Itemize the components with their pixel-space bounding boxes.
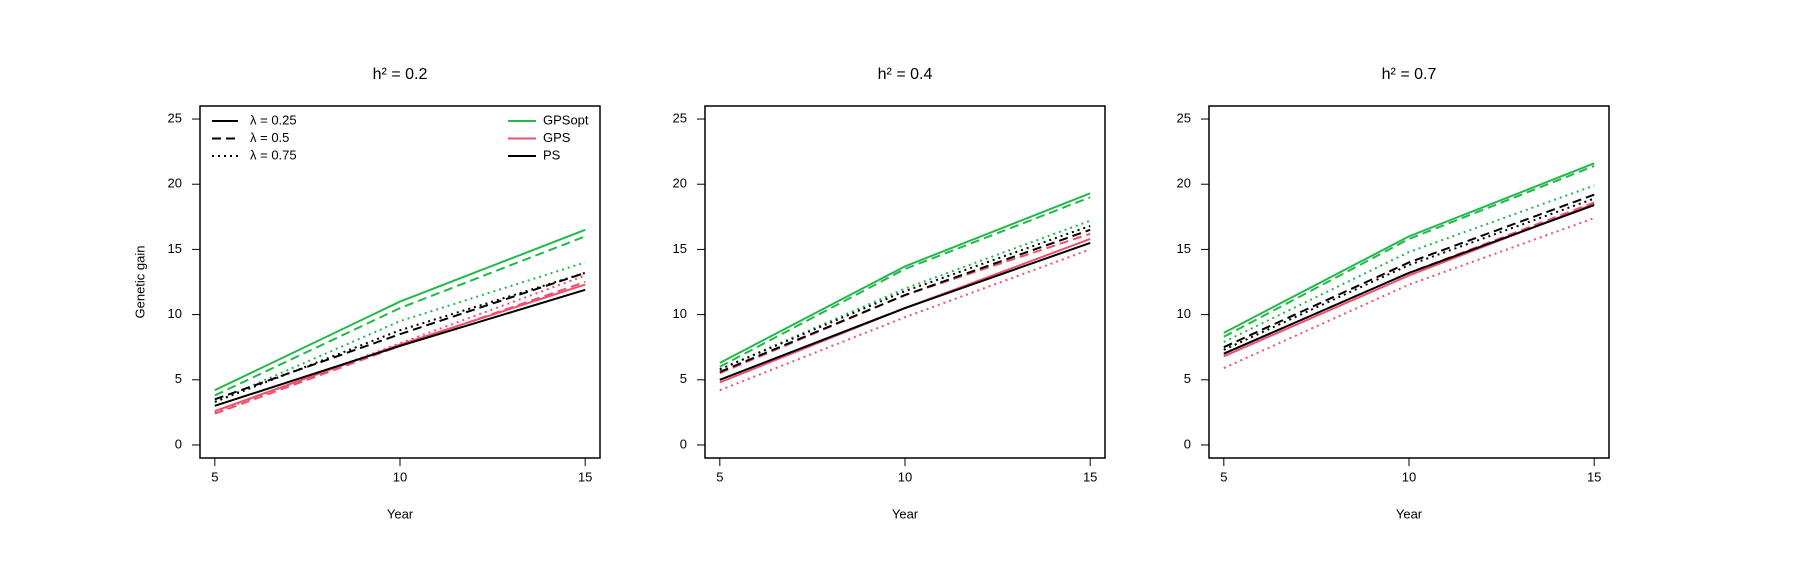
x-tick-label: 15 — [1083, 469, 1097, 484]
x-tick-label: 10 — [898, 469, 912, 484]
data-line — [214, 288, 586, 407]
y-axis-label: Genetic gain — [132, 246, 147, 319]
legend-label: λ = 0.75 — [250, 147, 297, 162]
y-tick-label: 0 — [680, 436, 687, 451]
y-tick-label: 0 — [175, 436, 182, 451]
data-line — [214, 235, 586, 397]
y-tick-label: 10 — [673, 306, 687, 321]
y-tick-label: 20 — [1177, 176, 1191, 191]
data-line — [214, 271, 586, 401]
data-line — [1223, 193, 1595, 349]
y-tick-label: 5 — [680, 371, 687, 386]
data-line — [719, 224, 1091, 371]
x-axis-label: Year — [892, 506, 919, 521]
data-line — [719, 196, 1091, 368]
plot-frame — [1208, 105, 1610, 459]
data-line — [719, 248, 1091, 392]
data-line — [1223, 165, 1595, 338]
y-tick-label: 0 — [1184, 436, 1191, 451]
legend-label: PS — [543, 147, 561, 162]
data-line — [214, 228, 586, 392]
x-tick-label: 5 — [211, 469, 218, 484]
chart-title: h² = 0.4 — [878, 66, 933, 83]
y-tick-label: 25 — [1177, 110, 1191, 125]
y-tick-label: 25 — [168, 110, 182, 125]
data-line — [719, 232, 1091, 375]
chart-title: h² = 0.2 — [373, 66, 428, 83]
data-line — [719, 241, 1091, 381]
data-line — [1223, 184, 1595, 343]
data-line — [1223, 202, 1595, 358]
x-axis-label: Year — [387, 506, 414, 521]
x-tick-label: 15 — [1587, 469, 1601, 484]
data-line — [1223, 217, 1595, 369]
data-line — [1223, 197, 1595, 351]
legend-label: λ = 0.25 — [250, 112, 297, 127]
y-tick-label: 20 — [168, 176, 182, 191]
data-line — [719, 192, 1091, 364]
data-line — [719, 228, 1091, 373]
y-tick-label: 20 — [673, 176, 687, 191]
y-tick-label: 15 — [673, 241, 687, 256]
x-tick-label: 10 — [1402, 469, 1416, 484]
data-line — [214, 261, 586, 403]
data-line — [1223, 162, 1595, 334]
y-tick-label: 10 — [1177, 306, 1191, 321]
y-tick-label: 15 — [168, 241, 182, 256]
y-tick-label: 10 — [168, 306, 182, 321]
data-line — [1223, 204, 1595, 355]
y-tick-label: 15 — [1177, 241, 1191, 256]
legend-label: λ = 0.5 — [250, 130, 289, 145]
y-tick-label: 5 — [1184, 371, 1191, 386]
data-line — [214, 271, 586, 403]
chart-title: h² = 0.7 — [1382, 66, 1437, 83]
x-tick-label: 5 — [1220, 469, 1227, 484]
x-tick-label: 10 — [393, 469, 407, 484]
legend-label: GPS — [543, 130, 571, 145]
x-axis-label: Year — [1396, 506, 1423, 521]
x-tick-label: 15 — [578, 469, 592, 484]
data-line — [214, 283, 586, 413]
y-tick-label: 25 — [673, 110, 687, 125]
x-tick-label: 5 — [716, 469, 723, 484]
legend-label: GPSopt — [543, 112, 589, 127]
data-line — [719, 238, 1091, 384]
plot-frame — [704, 105, 1106, 459]
y-tick-label: 5 — [175, 371, 182, 386]
